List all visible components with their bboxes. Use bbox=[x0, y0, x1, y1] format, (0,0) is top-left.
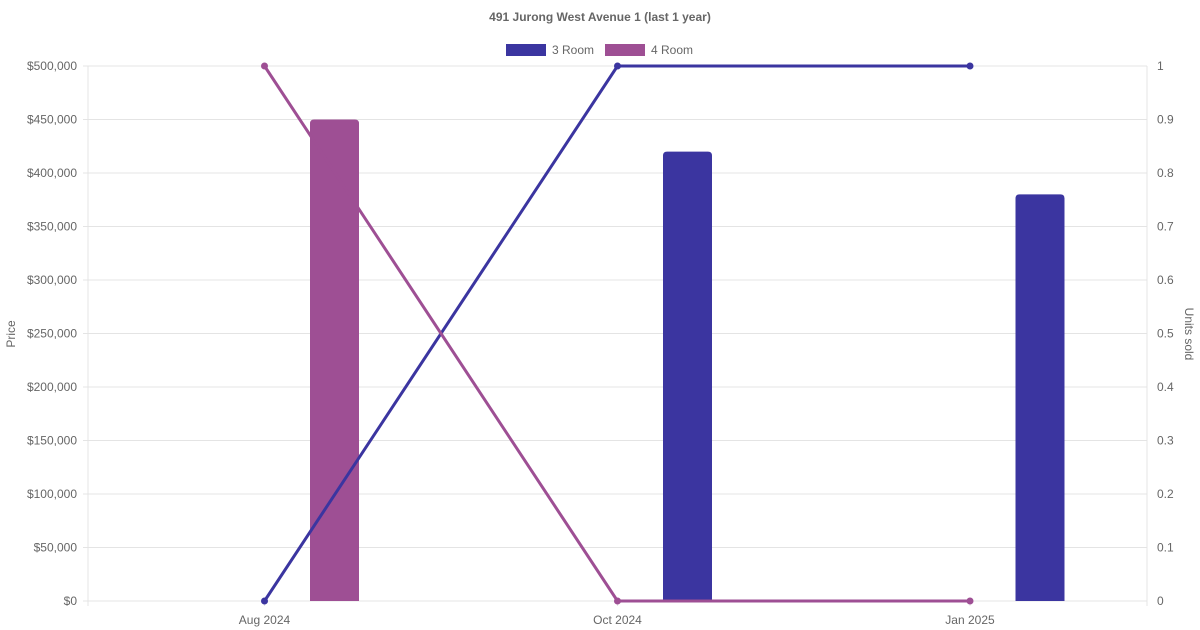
y-left-tick-label: $0 bbox=[64, 594, 78, 608]
y-left-tick-label: $400,000 bbox=[27, 166, 77, 180]
y-left-tick-label: $350,000 bbox=[27, 220, 77, 234]
y-right-tick-label: 0 bbox=[1157, 594, 1164, 608]
y-right-tick-label: 0.8 bbox=[1157, 166, 1174, 180]
units-sold-point bbox=[966, 597, 974, 605]
y-right-tick-label: 0.4 bbox=[1157, 380, 1174, 394]
y-right-tick-label: 0.6 bbox=[1157, 273, 1174, 287]
legend[interactable]: 3 Room 4 Room bbox=[506, 43, 693, 57]
y-left-tick-label: $300,000 bbox=[27, 273, 77, 287]
y-right-tick-label: 0.5 bbox=[1157, 327, 1174, 341]
y-left-tick-label: $50,000 bbox=[34, 541, 78, 555]
legend-swatch bbox=[506, 44, 546, 56]
y-right-tick-label: 0.2 bbox=[1157, 487, 1174, 501]
y-right-tick-label: 1 bbox=[1157, 59, 1164, 73]
y-axis-right-label: Units sold bbox=[1182, 308, 1196, 361]
bar-layer bbox=[310, 119, 1065, 601]
legend-swatch bbox=[605, 44, 645, 56]
grid-layer bbox=[83, 65, 1148, 606]
y-right-tick-label: 0.7 bbox=[1157, 220, 1174, 234]
units-sold-point bbox=[261, 62, 268, 70]
legend-item[interactable]: 4 Room bbox=[605, 43, 693, 57]
units-sold-point bbox=[614, 597, 621, 605]
legend-label: 4 Room bbox=[651, 43, 693, 57]
units-sold-point bbox=[261, 597, 268, 605]
price-bar bbox=[663, 151, 712, 601]
x-tick-label: Jan 2025 bbox=[945, 613, 995, 627]
units-sold-point bbox=[966, 62, 974, 70]
x-tick-label: Oct 2024 bbox=[593, 613, 642, 627]
line-layer bbox=[261, 62, 974, 605]
price-bar bbox=[1015, 194, 1065, 601]
x-tick-label: Aug 2024 bbox=[239, 613, 291, 627]
y-right-tick-label: 0.1 bbox=[1157, 541, 1174, 555]
y-left-tick-label: $100,000 bbox=[27, 487, 77, 501]
y-right-tick-label: 0.9 bbox=[1157, 113, 1174, 127]
axis-layer: $0 0 $50,000 0.1 $100,000 0.2 $150,000 0.3 $200,… bbox=[27, 59, 1174, 627]
y-left-tick-label: $200,000 bbox=[27, 380, 77, 394]
price-bar bbox=[310, 119, 359, 601]
legend-item[interactable]: 3 Room bbox=[506, 43, 594, 57]
y-left-tick-label: $450,000 bbox=[27, 113, 77, 127]
y-left-tick-label: $250,000 bbox=[27, 327, 77, 341]
y-axis-left-label: Price bbox=[4, 320, 18, 348]
units-sold-point bbox=[614, 62, 621, 70]
y-left-tick-label: $150,000 bbox=[27, 434, 77, 448]
legend-label: 3 Room bbox=[552, 43, 594, 57]
y-right-tick-label: 0.3 bbox=[1157, 434, 1174, 448]
y-left-tick-label: $500,000 bbox=[27, 59, 77, 73]
chart-title: 491 Jurong West Avenue 1 (last 1 year) bbox=[489, 10, 711, 24]
